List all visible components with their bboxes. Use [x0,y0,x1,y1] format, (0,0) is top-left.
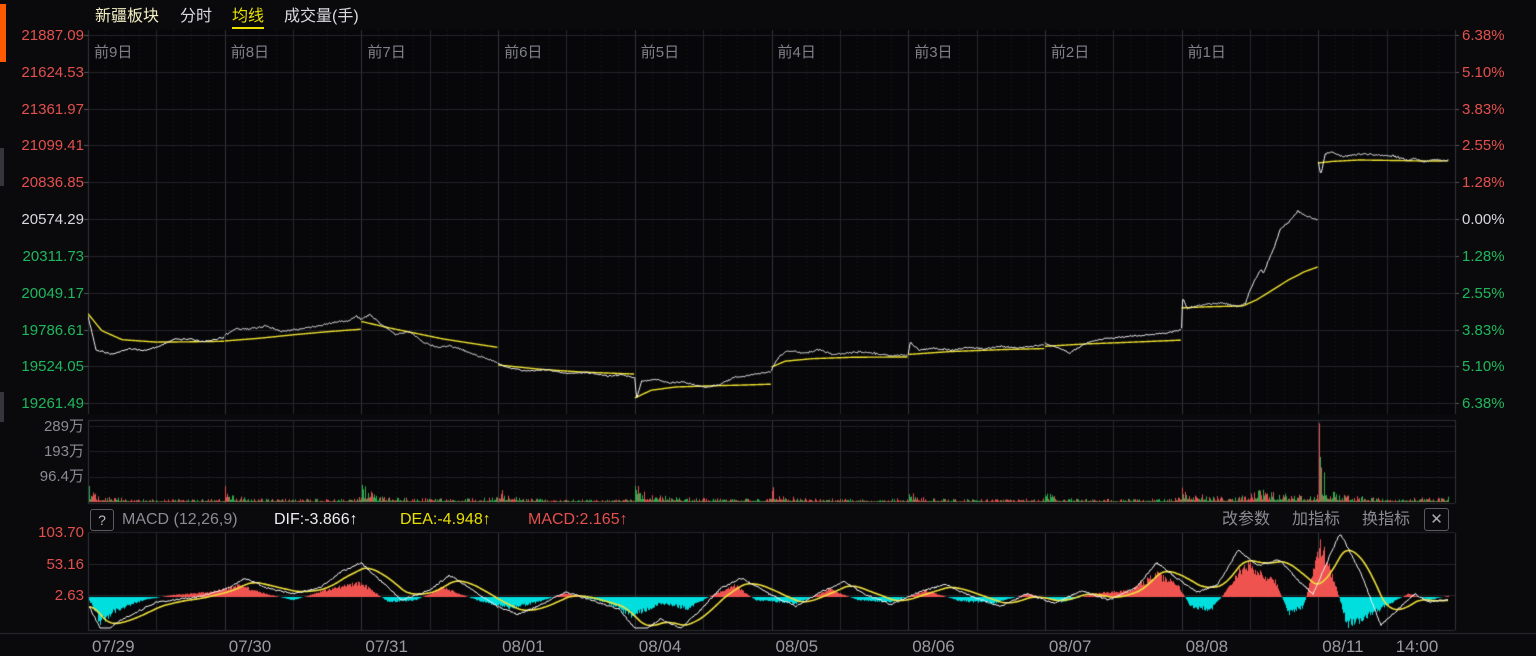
prev-day-label: 前7日 [367,44,406,61]
date-axis-label: 08/04 [638,637,682,656]
tab-intraday[interactable]: 分时 [180,8,213,25]
switch-indicator-button[interactable]: 换指标 [1362,511,1411,528]
percent-axis-label: 5.10% [1462,358,1505,376]
price-axis-label: 20049.17 [21,284,84,302]
price-axis-label: 20574.29 [21,211,84,229]
change-params-button[interactable]: 改参数 [1222,511,1271,528]
dea-value: DEA:-4.948↑ [400,511,491,528]
date-axis-label: 08/01 [502,637,545,656]
prev-day-label: 前9日 [94,44,133,61]
prev-day-label: 前3日 [914,44,953,61]
prev-day-label: 前4日 [777,44,816,61]
date-axis-label: 07/30 [228,637,272,656]
tab-volume[interactable]: 成交量(手) [284,8,359,25]
board-name-tab[interactable]: 新疆板块 [95,8,160,25]
time-axis-label: 14:00 [1395,637,1439,656]
prev-day-label: 前2日 [1050,44,1090,61]
price-axis-label: 21887.09 [21,27,84,44]
prev-day-label: 前5日 [640,44,680,61]
add-indicator-button[interactable]: 加指标 [1292,511,1341,528]
macd-axis-label: 103.70 [38,524,84,541]
price-axis-label: 19786.61 [21,321,84,339]
date-axis-label: 07/31 [365,637,408,656]
price-axis-label: 19524.05 [21,358,84,376]
percent-axis-label: 1.28% [1462,247,1505,265]
date-axis-label: 08/07 [1048,637,1092,656]
price-axis-label: 21624.53 [21,63,84,81]
price-axis-label: 19261.49 [21,395,84,413]
percent-axis-label: 3.83% [1462,100,1505,118]
date-axis-label: 08/08 [1185,637,1229,656]
macd-axis-label: 53.16 [46,556,84,573]
price-axis-label: 21099.41 [21,137,84,155]
indicator-name: MACD (12,26,9) [122,511,238,528]
date-axis-label: 08/11 [1322,637,1364,656]
percent-axis-label: 2.55% [1462,284,1505,302]
percent-axis-label: 6.38% [1462,395,1505,413]
price-axis-label: 20311.73 [22,247,84,265]
percent-axis-label: 0.00% [1462,211,1505,229]
percent-axis-label: 5.10% [1462,63,1505,81]
percent-axis-label: 3.83% [1462,321,1505,339]
prev-day-label: 前6日 [504,44,543,61]
close-indicator-icon[interactable]: ✕ [1424,508,1449,531]
date-axis-label: 08/05 [775,637,819,656]
price-axis-label: 21361.97 [21,100,84,118]
volume-axis-label: 289万 [43,418,84,435]
date-axis-label: 08/06 [912,637,955,656]
dif-value: DIF:-3.866↑ [274,511,358,528]
tab-ma[interactable]: 均线 [232,9,265,29]
prev-day-label: 前1日 [1187,44,1226,61]
volume-axis-label: 193万 [43,443,84,460]
percent-axis-label: 2.55% [1462,137,1505,155]
macd-value: MACD:2.165↑ [528,511,628,528]
volume-axis-label: 96.4万 [39,468,84,485]
prev-day-label: 前8日 [230,44,270,61]
help-icon[interactable]: ? [90,509,114,531]
percent-axis-label: 1.28% [1462,174,1505,192]
percent-axis-label: 6.38% [1462,27,1505,44]
date-axis-label: 07/29 [92,637,135,656]
macd-axis-label: 2.63 [54,587,84,604]
price-axis-label: 20836.85 [21,174,84,192]
